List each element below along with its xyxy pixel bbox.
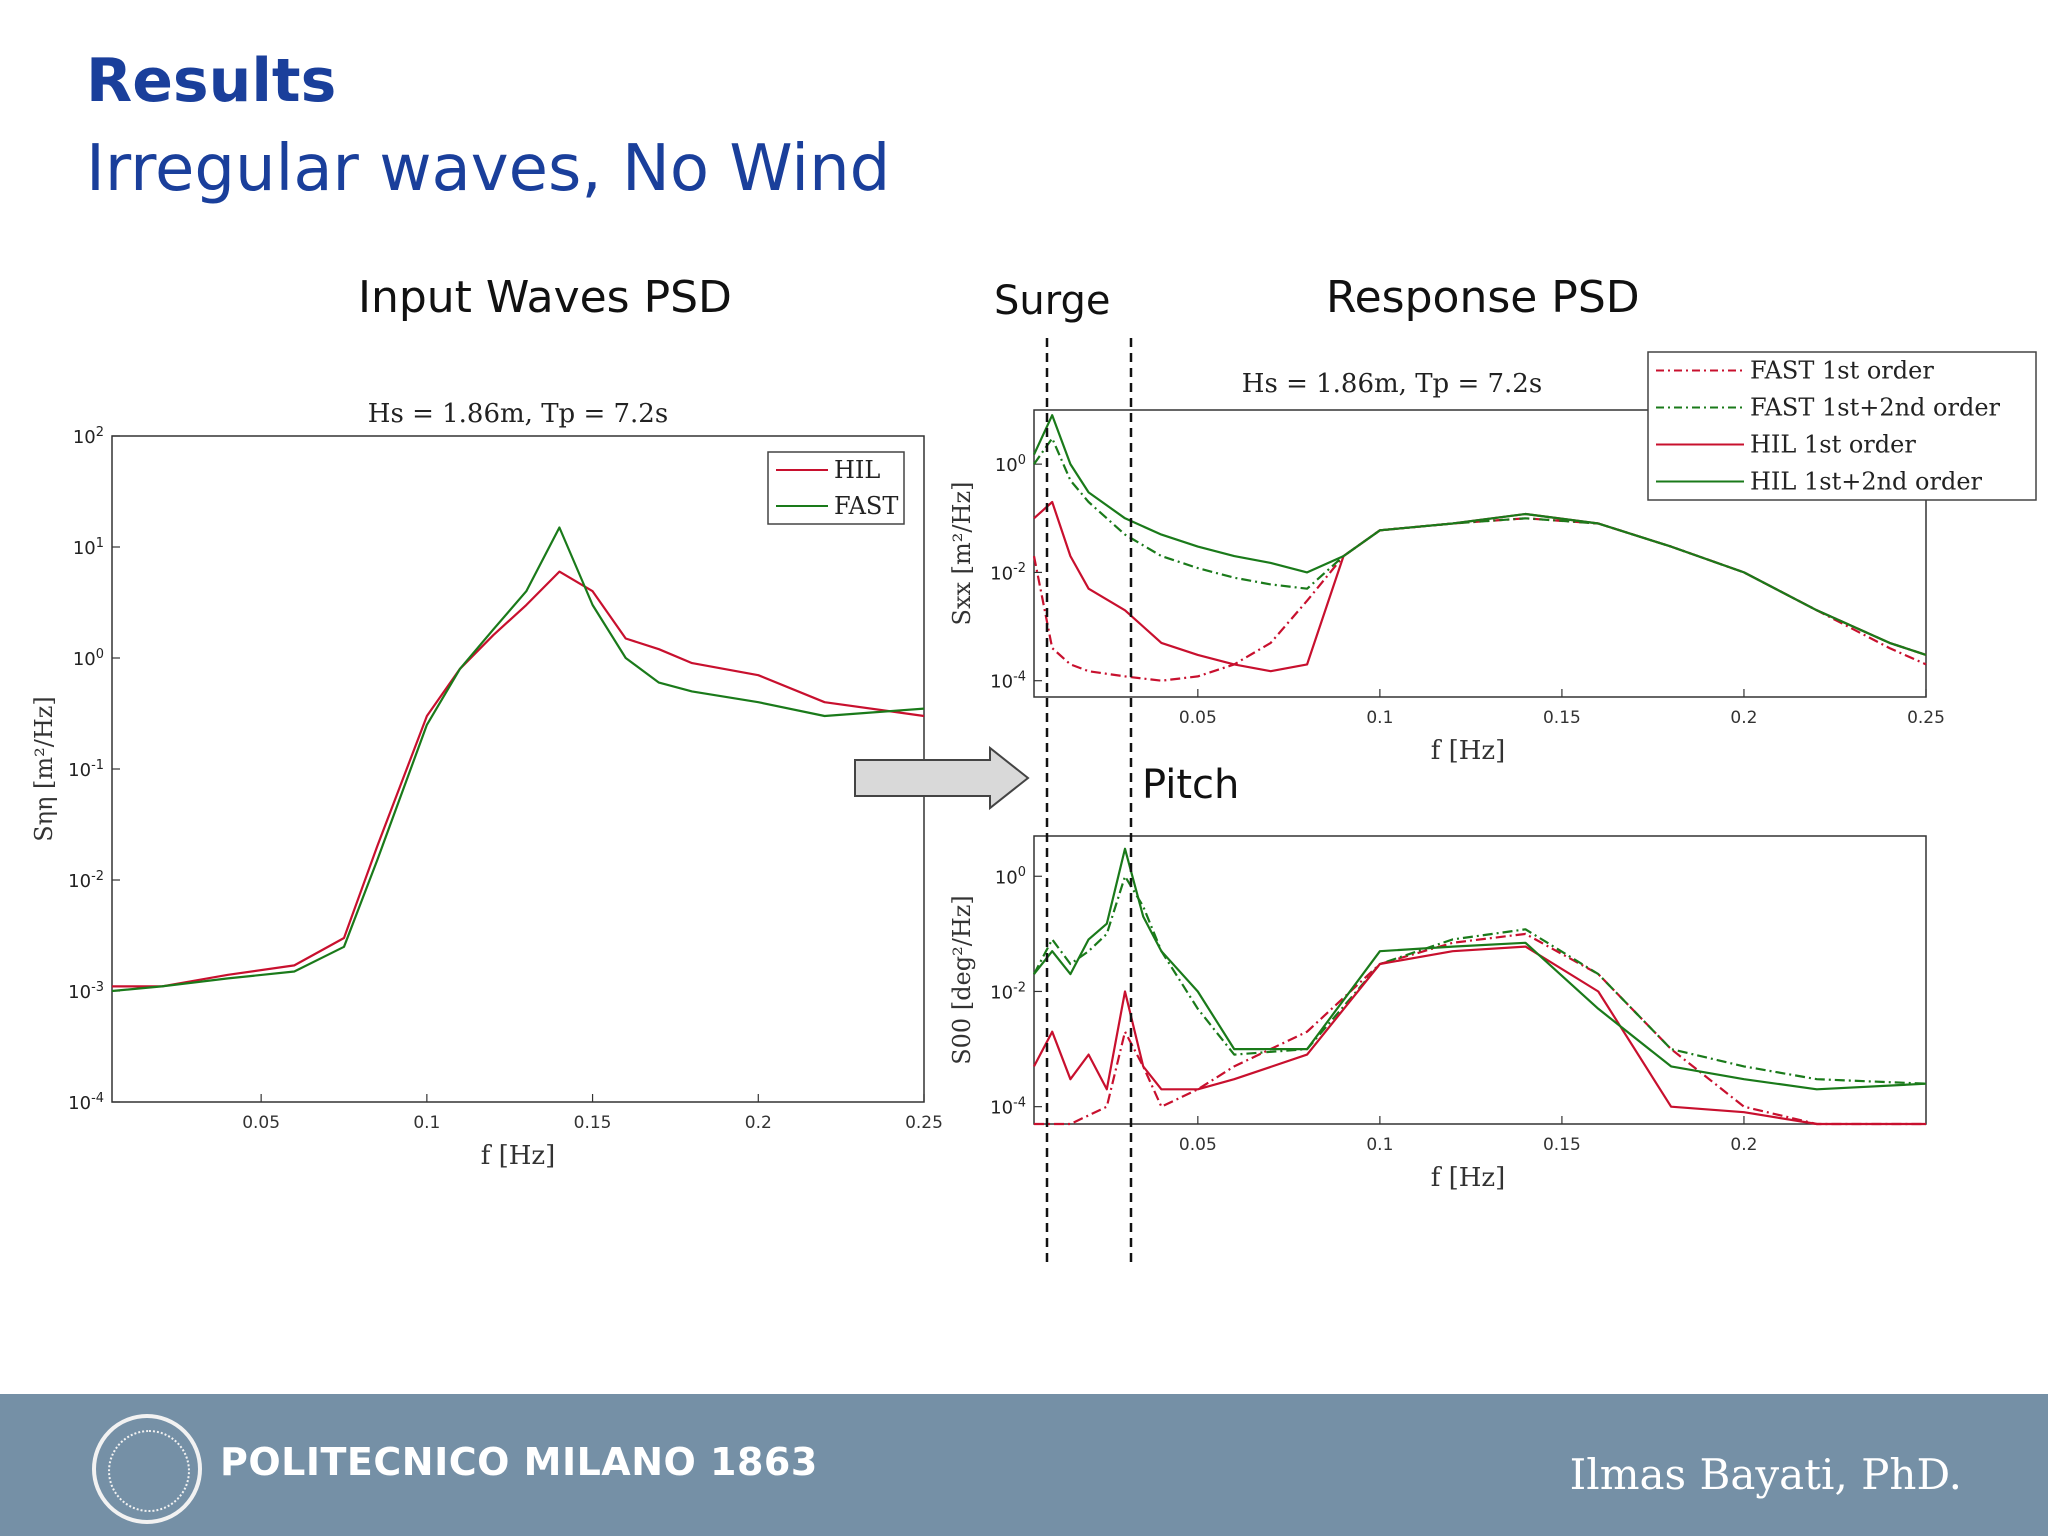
plot-frame-0 bbox=[111, 435, 925, 1103]
legend-label-1-1: FAST 1st+2nd order bbox=[1750, 394, 2001, 422]
pitch-label: Pitch bbox=[1142, 762, 1240, 808]
x-tick-label-0-0: 0.05 bbox=[242, 1113, 280, 1133]
y-tick-label-0-5: 10-3 bbox=[68, 980, 104, 1003]
x-tick-label-2-3: 0.2 bbox=[1730, 1135, 1757, 1155]
y-tick-label-1-0: 100 bbox=[995, 453, 1026, 476]
series-line-0-1 bbox=[111, 526, 925, 993]
slide-title: Results bbox=[86, 46, 337, 116]
chart-title-0: Hs = 1.86m, Tp = 7.2s bbox=[368, 399, 668, 429]
y-tick-label-0-3: 10-1 bbox=[68, 758, 104, 781]
series-line-0-0 bbox=[112, 570, 925, 988]
y-tick-label-2-1: 10-2 bbox=[990, 980, 1026, 1003]
y-tick-label-0-4: 10-2 bbox=[68, 869, 104, 892]
y-tick-label-2-0: 100 bbox=[995, 865, 1026, 888]
author-name: Ilmas Bayati, PhD. bbox=[1569, 1450, 1962, 1499]
chart-canvas: 0.05 0.1 0.15 0.2 0.25 102 101 100 10-1 10-2 10-3 1… bbox=[30, 338, 2037, 1268]
legend-label-0-1: FAST bbox=[834, 492, 898, 520]
series-line-2-0 bbox=[1034, 932, 1926, 1126]
polimi-logo-text: POLITECNICO MILANO 1863 bbox=[220, 1440, 818, 1484]
series-line-2-1 bbox=[1033, 875, 1927, 1085]
series-line-2-3 bbox=[1033, 847, 1927, 1091]
series-line-1-0 bbox=[1032, 517, 1927, 682]
x-tick-label-1-3: 0.2 bbox=[1730, 708, 1757, 728]
legend-label-1-2: HIL 1st order bbox=[1750, 431, 1916, 459]
y-tick-label-0-0: 102 bbox=[73, 425, 104, 448]
transfer-arrow bbox=[854, 745, 1030, 811]
x-tick-label-0-4: 0.25 bbox=[905, 1113, 943, 1133]
x-axis-label-0: f [Hz] bbox=[481, 1141, 556, 1171]
x-tick-label-1-1: 0.1 bbox=[1366, 708, 1393, 728]
x-axis-label-1: f [Hz] bbox=[1431, 736, 1506, 766]
y-tick-label-0-2: 100 bbox=[73, 647, 104, 670]
y-tick-label-1-1: 10-2 bbox=[990, 561, 1026, 584]
slide-subtitle: Irregular waves, No Wind bbox=[86, 132, 891, 206]
chart-title-1: Hs = 1.86m, Tp = 7.2s bbox=[1242, 369, 1542, 399]
polimi-seal-logo bbox=[92, 1414, 202, 1524]
x-axis-label-2: f [Hz] bbox=[1431, 1163, 1506, 1193]
series-line-1-2 bbox=[1033, 500, 1927, 673]
x-tick-label-0-2: 0.15 bbox=[574, 1113, 612, 1133]
legend-label-1-0: FAST 1st order bbox=[1750, 357, 1934, 385]
input-waves-label: Input Waves PSD bbox=[358, 272, 732, 323]
x-tick-label-2-0: 0.05 bbox=[1179, 1135, 1217, 1155]
y-tick-label-2-2: 10-4 bbox=[990, 1095, 1026, 1118]
legend-label-1-3: HIL 1st+2nd order bbox=[1750, 468, 1983, 496]
plot-frame-2 bbox=[1033, 835, 1927, 1125]
legend-box-0 bbox=[767, 451, 905, 525]
x-tick-label-0-3: 0.2 bbox=[745, 1113, 772, 1133]
legend-label-0-0: HIL bbox=[834, 456, 880, 484]
y-axis-label-2: S00 [deg²/Hz] bbox=[948, 895, 976, 1065]
x-tick-label-1-2: 0.15 bbox=[1543, 708, 1581, 728]
y-tick-label-1-2: 10-4 bbox=[990, 670, 1026, 693]
y-tick-label-0-6: 10-4 bbox=[68, 1091, 104, 1114]
response-psd-label: Response PSD bbox=[1326, 272, 1640, 323]
series-line-2-2 bbox=[1033, 945, 1926, 1126]
x-tick-label-1-0: 0.05 bbox=[1179, 708, 1217, 728]
x-tick-label-0-1: 0.1 bbox=[413, 1113, 440, 1133]
surge-label: Surge bbox=[994, 278, 1111, 324]
x-tick-label-2-2: 0.15 bbox=[1543, 1135, 1581, 1155]
y-axis-label-0: Sηη [m²/Hz] bbox=[30, 696, 58, 842]
x-tick-label-1-4: 0.25 bbox=[1907, 708, 1945, 728]
plot-frame-1 bbox=[1033, 409, 1927, 698]
y-tick-label-0-1: 101 bbox=[73, 536, 104, 559]
series-line-1-3 bbox=[1033, 414, 1927, 656]
footer-bar: POLITECNICO MILANO 1863 Ilmas Bayati, Ph… bbox=[0, 1394, 2048, 1536]
x-tick-label-2-1: 0.1 bbox=[1366, 1135, 1393, 1155]
legend-box-1 bbox=[1647, 351, 2037, 501]
y-axis-label-1: Sxx [m²/Hz] bbox=[948, 482, 976, 626]
